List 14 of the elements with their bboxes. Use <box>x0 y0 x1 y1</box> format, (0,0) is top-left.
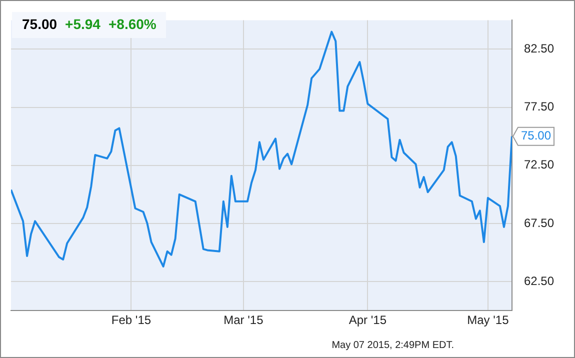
x-tick-label: Feb '15 <box>111 313 152 328</box>
x-tick-label: Mar '15 <box>224 313 264 328</box>
annotation: 75.00 <box>520 128 552 143</box>
y-tick-label: 77.50 <box>524 100 554 114</box>
y-tick-label: 72.50 <box>524 158 554 172</box>
x-tick-label: Apr '15 <box>348 313 387 328</box>
y-tick-label: 62.50 <box>524 274 554 288</box>
y-tick-label: 82.50 <box>524 42 554 56</box>
annotation: +8.60% <box>108 16 156 32</box>
chart-title: 75.00 <box>22 16 58 32</box>
annotation: +5.94 <box>65 16 100 32</box>
text: May 07 2015, 2:49PM EDT. <box>332 340 454 351</box>
y-tick-label: 67.50 <box>524 216 554 230</box>
x-tick-label: May '15 <box>467 313 510 328</box>
